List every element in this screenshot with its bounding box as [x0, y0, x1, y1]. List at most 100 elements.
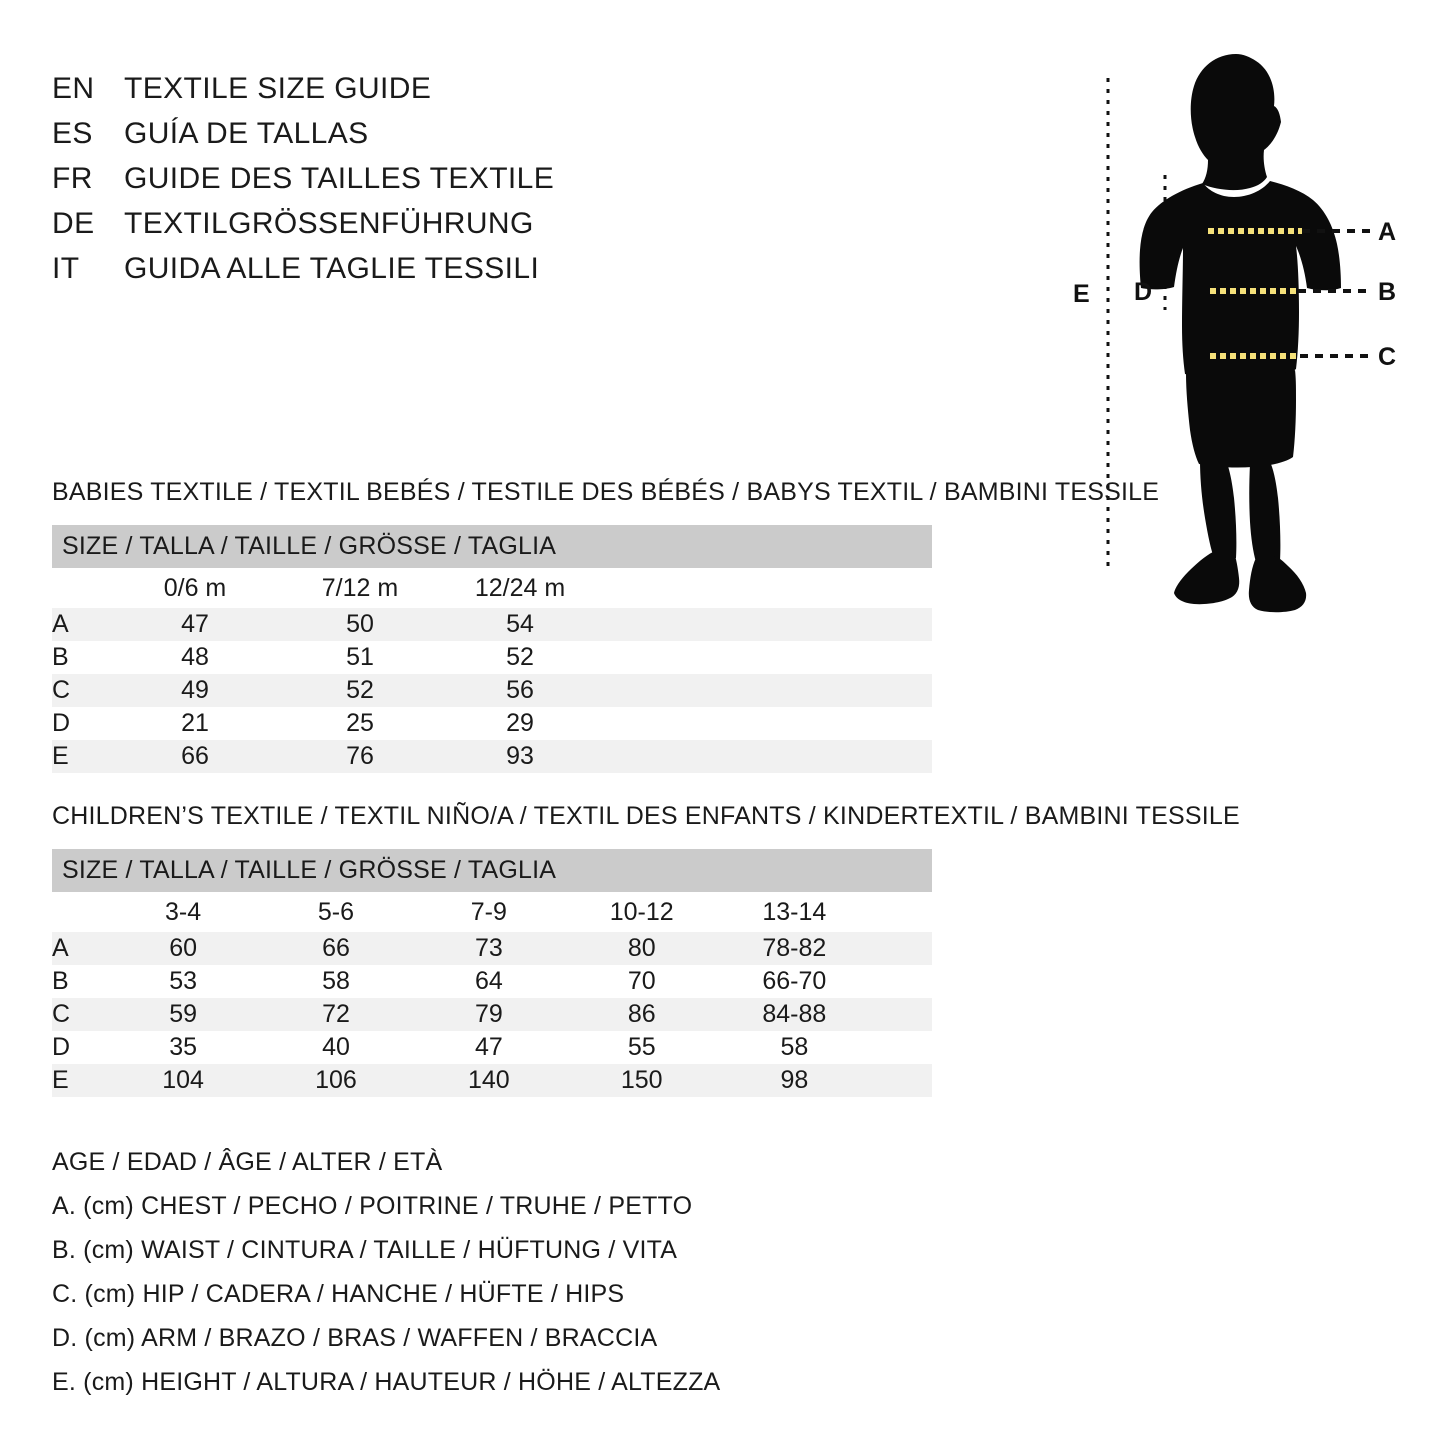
figure-label-a: A: [1378, 218, 1397, 246]
babies-cell-d-0: 21: [110, 707, 280, 740]
babies-row-filler-d: [600, 707, 932, 740]
children-row-filler-d: [870, 1031, 932, 1064]
language-title-block: EN TEXTILE SIZE GUIDE ES GUÍA DE TALLAS …: [52, 72, 752, 297]
children-section-title: CHILDREN’S TEXTILE / TEXTIL NIÑO/A / TEX…: [52, 802, 1240, 830]
babies-row-filler-b: [600, 641, 932, 674]
babies-corner-cell: [52, 568, 110, 608]
children-corner-cell: [52, 892, 107, 932]
table-row: B 48 51 52: [52, 641, 932, 674]
children-column-header-0: 3-4: [106, 892, 260, 932]
children-column-header-2: 7-9: [412, 892, 566, 932]
babies-row-filler-e: [600, 740, 932, 773]
children-size-section: CHILDREN’S TEXTILE / TEXTIL NIÑO/A / TEX…: [52, 802, 1240, 1097]
language-row-es: ES GUÍA DE TALLAS: [52, 117, 752, 162]
babies-row-key-e: E: [52, 740, 110, 773]
table-row: C 49 52 56: [52, 674, 932, 707]
table-row: A 47 50 54: [52, 608, 932, 641]
measurement-figure: A B C D E: [1040, 40, 1445, 620]
child-silhouette-diagram: [1106, 54, 1370, 613]
children-cell-b-4: 66-70: [718, 965, 871, 998]
children-cell-c-0: 59: [106, 998, 260, 1031]
figure-label-b: B: [1378, 278, 1397, 306]
children-cell-a-2: 73: [412, 932, 566, 965]
language-code-fr: FR: [52, 162, 93, 195]
babies-size-header-label: SIZE / TALLA / TAILLE / GRÖSSE / TAGLIA: [52, 525, 932, 568]
table-row: B 53 58 64 70 66-70: [52, 965, 932, 998]
language-title-it: GUIDA ALLE TAGLIE TESSILI: [124, 252, 540, 285]
language-title-es: GUÍA DE TALLAS: [124, 117, 369, 150]
babies-section-title: BABIES TEXTILE / TEXTIL BEBÉS / TESTILE …: [52, 478, 1160, 506]
babies-cell-d-2: 29: [440, 707, 600, 740]
children-cell-b-0: 53: [106, 965, 260, 998]
babies-cell-e-1: 76: [280, 740, 440, 773]
babies-row-filler-a: [600, 608, 932, 641]
children-cell-a-3: 80: [565, 932, 719, 965]
babies-row-filler-c: [600, 674, 932, 707]
children-row-filler-c: [870, 998, 932, 1031]
children-size-header-label: SIZE / TALLA / TAILLE / GRÖSSE / TAGLIA: [52, 849, 932, 892]
babies-cell-b-0: 48: [110, 641, 280, 674]
language-code-es: ES: [52, 117, 93, 150]
legend-line-c-hip: C. (cm) HIP / CADERA / HANCHE / HÜFTE / …: [52, 1280, 625, 1308]
language-code-en: EN: [52, 72, 95, 105]
children-cell-b-1: 58: [259, 965, 413, 998]
children-column-header-1: 5-6: [259, 892, 413, 932]
children-row-filler-b: [870, 965, 932, 998]
babies-cell-c-1: 52: [280, 674, 440, 707]
children-cell-c-4: 84-88: [718, 998, 871, 1031]
legend-line-b-waist: B. (cm) WAIST / CINTURA / TAILLE / HÜFTU…: [52, 1236, 678, 1264]
children-filler-cell: [870, 892, 932, 932]
children-cell-c-2: 79: [412, 998, 566, 1031]
children-row-filler-e: [870, 1064, 932, 1097]
babies-column-header-row: 0/6 m 7/12 m 12/24 m: [52, 568, 932, 608]
children-row-key-e: E: [52, 1064, 107, 1097]
table-row: E 66 76 93: [52, 740, 932, 773]
children-size-header-row: SIZE / TALLA / TAILLE / GRÖSSE / TAGLIA: [52, 849, 932, 892]
children-size-table: SIZE / TALLA / TAILLE / GRÖSSE / TAGLIA …: [52, 849, 932, 1097]
babies-filler-cell: [600, 568, 932, 608]
babies-row-key-a: A: [52, 608, 110, 641]
babies-cell-e-2: 93: [440, 740, 600, 773]
children-column-header-4: 13-14: [718, 892, 871, 932]
children-row-key-a: A: [52, 932, 107, 965]
language-code-de: DE: [52, 207, 95, 240]
babies-cell-b-2: 52: [440, 641, 600, 674]
babies-row-key-b: B: [52, 641, 110, 674]
legend-line-d-arm: D. (cm) ARM / BRAZO / BRAS / WAFFEN / BR…: [52, 1324, 658, 1352]
children-cell-a-4: 78-82: [718, 932, 871, 965]
table-row: E 104 106 140 150 98: [52, 1064, 932, 1097]
children-row-filler-a: [870, 932, 932, 965]
language-row-de: DE TEXTILGRÖSSENFÜHRUNG: [52, 207, 752, 252]
babies-column-header-0: 0/6 m: [110, 568, 280, 608]
figure-label-d: D: [1134, 278, 1153, 306]
children-cell-e-3: 150: [565, 1064, 719, 1097]
children-cell-d-3: 55: [565, 1031, 719, 1064]
children-cell-d-1: 40: [259, 1031, 413, 1064]
babies-cell-b-1: 51: [280, 641, 440, 674]
table-row: A 60 66 73 80 78-82: [52, 932, 932, 965]
children-cell-e-0: 104: [106, 1064, 260, 1097]
legend-line-age: AGE / EDAD / ÂGE / ALTER / ETÀ: [52, 1148, 443, 1176]
children-cell-e-1: 106: [259, 1064, 413, 1097]
table-row: D 21 25 29: [52, 707, 932, 740]
children-row-key-b: B: [52, 965, 107, 998]
children-cell-b-3: 70: [565, 965, 719, 998]
children-cell-a-1: 66: [259, 932, 413, 965]
children-cell-d-4: 58: [718, 1031, 871, 1064]
children-cell-c-3: 86: [565, 998, 719, 1031]
babies-cell-c-0: 49: [110, 674, 280, 707]
children-column-header-row: 3-4 5-6 7-9 10-12 13-14: [52, 892, 932, 932]
figure-label-e: E: [1073, 280, 1090, 308]
babies-size-header-row: SIZE / TALLA / TAILLE / GRÖSSE / TAGLIA: [52, 525, 932, 568]
children-cell-d-0: 35: [106, 1031, 260, 1064]
babies-column-header-2: 12/24 m: [440, 568, 600, 608]
children-cell-e-4: 98: [718, 1064, 871, 1097]
language-title-fr: GUIDE DES TAILLES TEXTILE: [124, 162, 555, 195]
babies-column-header-1: 7/12 m: [280, 568, 440, 608]
babies-row-key-d: D: [52, 707, 110, 740]
language-title-en: TEXTILE SIZE GUIDE: [124, 72, 432, 105]
children-cell-c-1: 72: [259, 998, 413, 1031]
babies-cell-c-2: 56: [440, 674, 600, 707]
table-row: C 59 72 79 86 84-88: [52, 998, 932, 1031]
language-title-de: TEXTILGRÖSSENFÜHRUNG: [124, 207, 534, 240]
